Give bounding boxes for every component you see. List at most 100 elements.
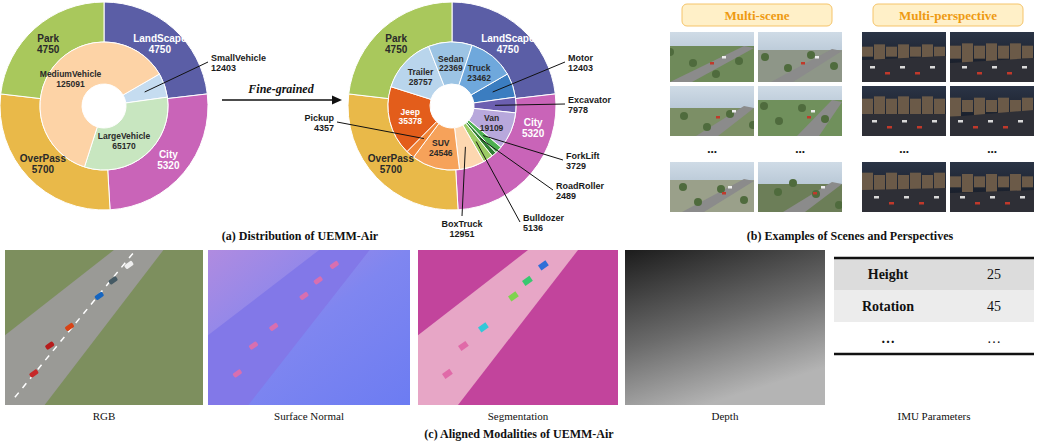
vehicle	[1018, 120, 1023, 123]
tree	[760, 102, 768, 110]
slice-name: Park	[385, 33, 407, 44]
leader-line	[483, 136, 563, 160]
building	[974, 98, 985, 117]
modality-label: Depth	[712, 410, 739, 422]
road	[862, 56, 946, 82]
vehicle	[1007, 72, 1012, 75]
leader-line	[495, 104, 565, 105]
building	[998, 46, 1009, 59]
vehicle	[932, 120, 937, 123]
caption: (a) Distribution of UEMM-Air	[222, 229, 379, 243]
road	[862, 188, 946, 212]
vehicle	[478, 322, 489, 332]
vehicle	[885, 72, 890, 75]
modality-image	[5, 250, 203, 405]
tree	[807, 51, 815, 59]
road	[208, 250, 370, 405]
tree	[735, 57, 743, 65]
leader-line	[476, 142, 520, 222]
building	[874, 44, 885, 61]
sky	[950, 86, 1034, 136]
road	[670, 46, 754, 82]
tree	[789, 179, 797, 187]
vehicle	[710, 62, 714, 65]
vehicle	[722, 192, 726, 195]
donut-slice	[348, 94, 458, 210]
slice-value: 4750	[385, 44, 408, 55]
building	[974, 46, 985, 59]
slice-value: 4357	[314, 123, 334, 133]
vehicle	[269, 322, 279, 331]
modality-image	[625, 250, 825, 405]
slice-name: Jeep	[401, 107, 420, 117]
sky	[862, 86, 946, 136]
sky	[862, 32, 946, 82]
slice-value: 12403	[211, 63, 236, 73]
vehicle	[870, 66, 875, 69]
donut-labels: LandScape4750City5320OverPass5700Park475…	[304, 33, 611, 239]
slice-name: Excavator	[568, 95, 612, 105]
building	[874, 175, 885, 190]
building	[986, 100, 997, 112]
caption: (c) Aligned Modalities of UEMM-Air	[424, 427, 614, 441]
vehicle	[232, 369, 242, 378]
slice-name: Van	[484, 113, 499, 123]
header-text: Multi-perspective	[899, 8, 997, 23]
tree	[835, 201, 843, 209]
table-key: …	[881, 331, 895, 346]
imu-table: Height25Rotation45……	[834, 258, 1034, 354]
building	[898, 175, 909, 190]
tree	[694, 198, 702, 206]
table-rule	[834, 353, 1034, 356]
vehicle	[1005, 202, 1010, 205]
table-value: 25	[987, 267, 1001, 282]
vehicle	[1022, 66, 1027, 69]
vehicle	[902, 120, 907, 123]
table-key: Rotation	[862, 299, 914, 314]
slice-value: 4750	[149, 44, 172, 55]
building	[862, 47, 873, 57]
building	[922, 175, 933, 190]
vehicle	[917, 126, 922, 129]
slice-name: Pickup	[304, 113, 334, 123]
building	[934, 99, 945, 115]
building	[1010, 174, 1021, 192]
vehicle	[992, 66, 997, 69]
vehicle	[64, 322, 74, 331]
vehicle	[124, 260, 134, 269]
slice-name: Sedan	[438, 54, 464, 64]
slice-value: 7978	[568, 105, 588, 115]
slice-value: 3729	[566, 161, 586, 171]
vehicle	[45, 341, 55, 350]
vehicle	[313, 276, 323, 285]
vehicle	[919, 202, 924, 205]
vehicle	[801, 62, 805, 65]
slice-name: MediumVehicle	[40, 69, 102, 79]
table-key: Height	[868, 267, 909, 282]
perspective-image	[950, 32, 1034, 82]
slice-value: 4750	[497, 44, 520, 55]
caption: (b) Examples of Scenes and Perspectives	[747, 229, 954, 243]
building	[886, 47, 897, 57]
building	[910, 47, 921, 57]
slice-value: 23462	[467, 73, 491, 83]
modality-label: Segmentation	[488, 410, 549, 422]
ellipsis: ...	[707, 141, 717, 156]
road	[418, 250, 578, 405]
depth-map	[625, 250, 825, 405]
header-box	[873, 4, 1023, 26]
scene-image	[758, 162, 843, 234]
slice-value: 5700	[32, 164, 55, 175]
building	[986, 174, 997, 192]
vehicle	[728, 186, 732, 189]
building	[950, 46, 961, 59]
road	[950, 190, 1034, 212]
road	[5, 250, 163, 405]
vehicle	[930, 66, 935, 69]
donut-labels: LandScape4750City5320OverPass5700Park475…	[20, 33, 266, 175]
grass	[5, 250, 203, 405]
slice-name: BoxTruck	[441, 219, 483, 229]
tree	[812, 190, 820, 198]
road	[862, 114, 946, 136]
vehicle	[813, 192, 817, 195]
